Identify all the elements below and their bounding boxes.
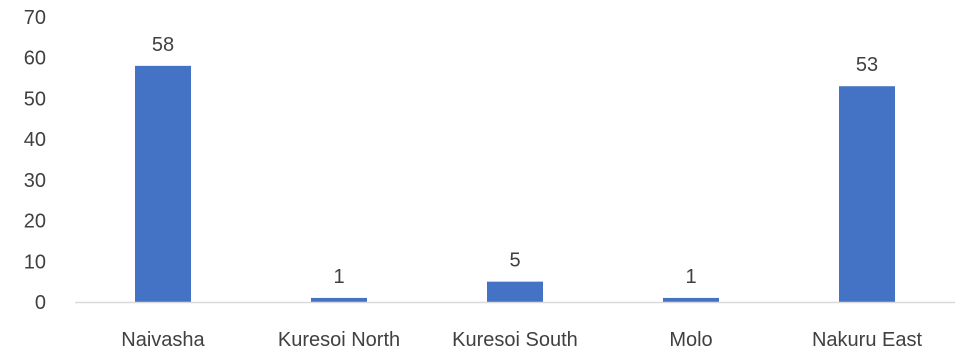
data-label: 5: [509, 250, 520, 272]
x-axis-category-labels: Naivasha Kuresoi North Kuresoi South Molo Na…: [121, 329, 922, 351]
bar-kuresoi-south: [487, 281, 543, 302]
y-tick-label: 0: [35, 292, 46, 314]
bar-molo: [663, 297, 719, 302]
y-tick-label: 20: [24, 211, 46, 233]
bar-nakuru-east: [839, 86, 895, 302]
data-label: 58: [152, 34, 174, 56]
y-axis-ticks: 0 10 20 30 40 50 60 70: [24, 7, 46, 314]
y-tick-label: 40: [24, 129, 46, 151]
data-label: 1: [685, 266, 696, 288]
category-label: Kuresoi South: [452, 329, 578, 351]
category-label: Nakuru East: [812, 329, 922, 351]
category-label: Molo: [669, 329, 712, 351]
category-label: Kuresoi North: [278, 329, 400, 351]
data-label: 1: [333, 266, 344, 288]
y-tick-label: 60: [24, 48, 46, 70]
data-labels: 58 1 5 1 53: [152, 34, 878, 288]
bar-series: [135, 65, 895, 302]
bar-naivasha: [135, 65, 191, 302]
bar-kuresoi-north: [311, 297, 367, 302]
y-tick-label: 70: [24, 7, 46, 29]
y-tick-label: 50: [24, 88, 46, 110]
category-label: Naivasha: [121, 329, 205, 351]
data-label: 53: [856, 54, 878, 76]
y-tick-label: 30: [24, 170, 46, 192]
y-tick-label: 10: [24, 251, 46, 273]
